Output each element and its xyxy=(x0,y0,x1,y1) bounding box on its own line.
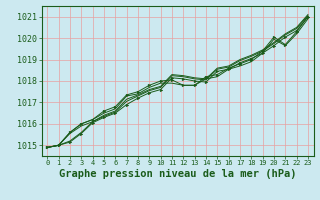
X-axis label: Graphe pression niveau de la mer (hPa): Graphe pression niveau de la mer (hPa) xyxy=(59,169,296,179)
